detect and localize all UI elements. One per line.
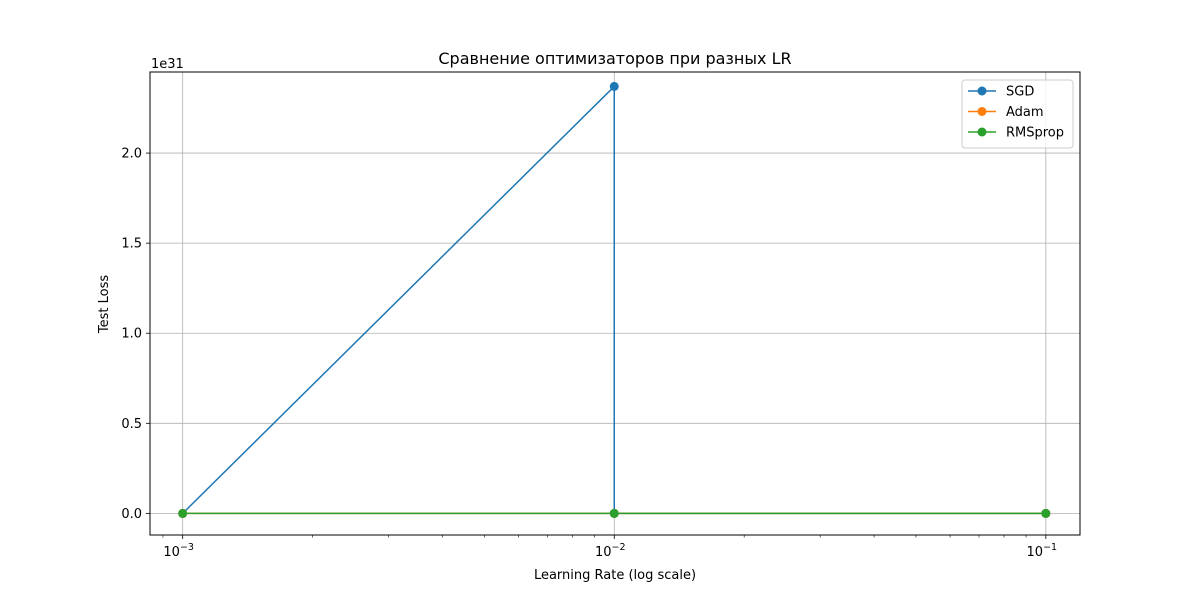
y-tick-label: 1.0 (121, 327, 142, 342)
legend-label-adam: Adam (1006, 105, 1044, 120)
x-tick-exponent: −3 (180, 542, 194, 553)
data-point-rmsprop (609, 508, 619, 518)
legend-marker-rmsprop (977, 127, 987, 137)
y-offset-label: 1e31 (151, 57, 184, 72)
legend-label-rmsprop: RMSprop (1006, 126, 1064, 141)
ticks: 0.00.51.01.52.010−3 10−2 10−1 (121, 147, 1057, 560)
y-axis-label: Test Loss (97, 275, 112, 334)
y-tick-label: 0.5 (121, 417, 142, 432)
chart-title: Сравнение оптимизаторов при разных LR (438, 49, 791, 68)
x-tick-exponent: −1 (1043, 542, 1057, 553)
data-point-sgd (609, 81, 619, 91)
data-point-rmsprop (1041, 508, 1051, 518)
plot-frame (149, 71, 1081, 536)
x-tick-label: 10−1 (1027, 542, 1058, 560)
x-tick-base: 10 (595, 545, 612, 560)
x-axis-label: Learning Rate (log scale) (534, 568, 696, 583)
legend-marker-sgd (977, 86, 987, 96)
legend-box (961, 79, 1074, 149)
x-tick-base: 10 (1027, 545, 1044, 560)
legend-label-sgd: SGD (1006, 85, 1034, 100)
data-point-rmsprop (178, 508, 188, 518)
x-tick-label: 10−2 (595, 542, 626, 560)
y-tick-label: 2.0 (121, 147, 142, 162)
x-tick-exponent: −2 (612, 542, 626, 553)
y-tick-label: 1.5 (121, 237, 142, 252)
series-layer (178, 81, 1051, 518)
legend-marker-adam (977, 107, 987, 116)
x-tick-label: 10−3 (163, 542, 194, 560)
legend: SGD Adam RMSprop (961, 79, 1074, 149)
x-tick-base: 10 (163, 545, 180, 560)
y-tick-label: 0.0 (121, 507, 142, 522)
